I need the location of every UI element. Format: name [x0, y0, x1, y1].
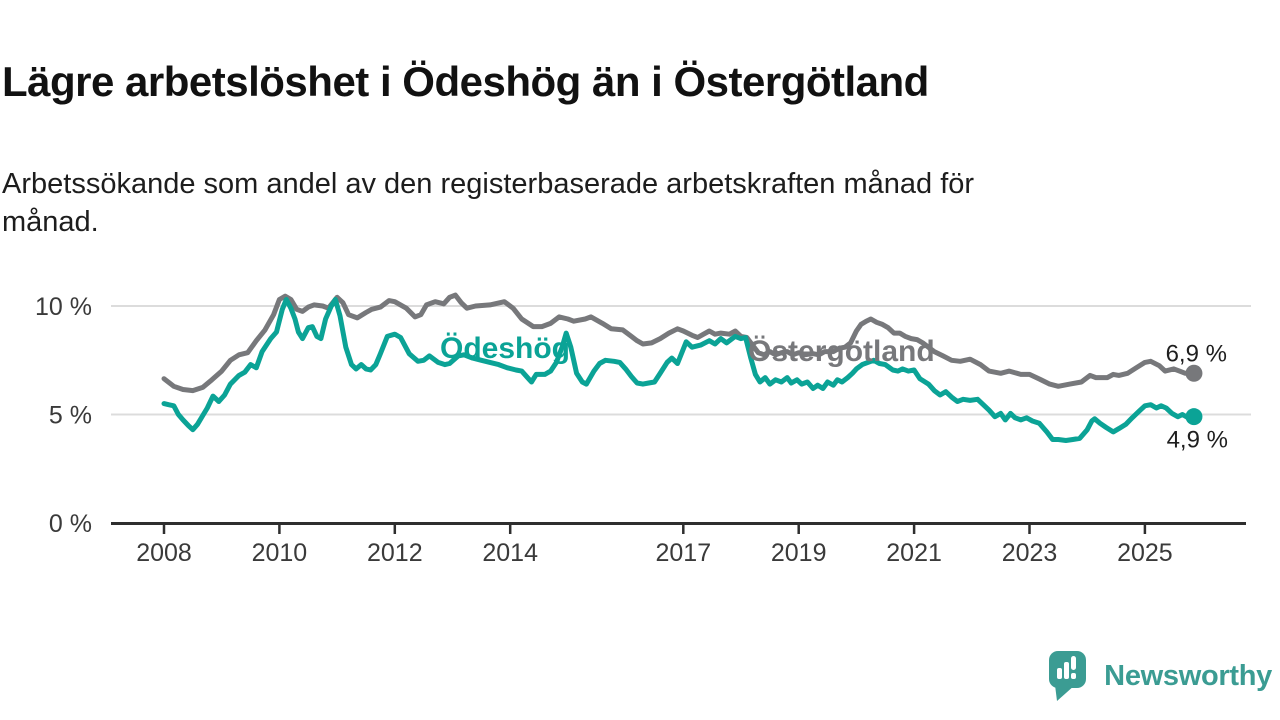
- x-tick-label-2023: 2023: [1002, 539, 1058, 567]
- y-tick-label-5: 5 %: [49, 402, 92, 430]
- y-tick-label-10: 10 %: [35, 293, 92, 321]
- y-tick-label-0: 0 %: [49, 510, 92, 538]
- chart-title: Lägre arbetslöshet i Ödeshög än i Österg…: [2, 58, 929, 106]
- x-tick-label-2012: 2012: [367, 539, 423, 567]
- logo-bar-tall: [1064, 662, 1070, 679]
- series-line-ostergotland: [161, 292, 1197, 394]
- series-end-dot-ostergotland: [1185, 364, 1203, 382]
- x-tick-label-2008: 2008: [136, 539, 192, 567]
- x-tick-label-2017: 2017: [655, 539, 711, 567]
- x-tick-label-2021: 2021: [886, 539, 942, 567]
- chart-subtitle: Arbetssökande som andel av den registerb…: [2, 168, 975, 239]
- series-line-odeshog: [161, 297, 1197, 443]
- x-tick-label-2025: 2025: [1117, 539, 1173, 567]
- x-tick-label-2019: 2019: [771, 539, 827, 567]
- series-end-dot-odeshog: [1185, 408, 1203, 426]
- newsworthy-logo-text: Newsworthy: [1104, 659, 1272, 692]
- x-tick-label-2010: 2010: [252, 539, 308, 567]
- series-label-deshg: Ödeshög: [440, 332, 570, 365]
- series-end-value-odeshog: 4,9 %: [1167, 427, 1228, 454]
- logo-exclamation-dot: [1071, 673, 1077, 679]
- newsworthy-logo-icon: [1049, 651, 1087, 701]
- logo-exclamation-bar: [1071, 656, 1077, 670]
- logo-bar-short: [1057, 668, 1063, 679]
- x-tick-label-2014: 2014: [482, 539, 538, 567]
- series-end-value-ostergotland: 6,9 %: [1166, 340, 1227, 367]
- newsworthy-logo: Newsworthy: [1045, 649, 1272, 703]
- series-label-stergtland: Östergötland: [748, 335, 935, 368]
